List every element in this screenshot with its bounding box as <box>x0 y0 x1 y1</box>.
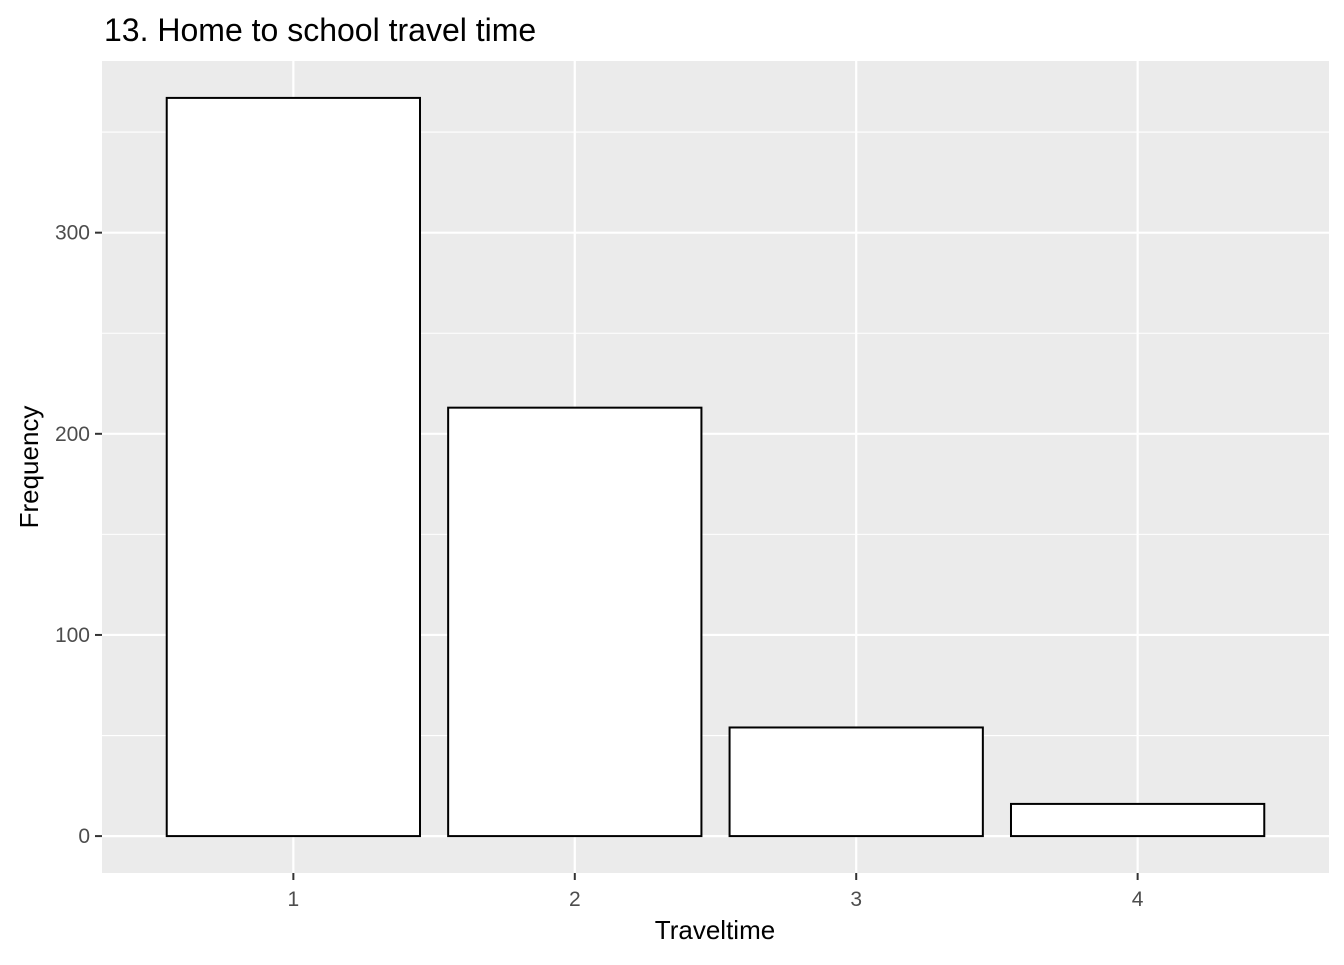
y-tick-label: 300 <box>55 222 90 245</box>
x-tick-label: 4 <box>1132 888 1144 911</box>
y-axis: 0 100 200 300 <box>55 222 102 848</box>
bars <box>165 96 1266 838</box>
bar-2 <box>447 406 703 838</box>
chart-title: 13. Home to school travel time <box>104 12 536 48</box>
bar-3 <box>728 726 984 838</box>
y-tick-label: 0 <box>78 825 90 848</box>
x-tick-label: 1 <box>288 888 300 911</box>
x-axis: 1 2 3 4 <box>288 873 1144 911</box>
x-tick-label: 3 <box>850 888 862 911</box>
x-tick-label: 2 <box>569 888 581 911</box>
bar-1 <box>165 96 422 838</box>
x-axis-title: Traveltime <box>655 915 775 945</box>
bar-4 <box>1009 802 1266 838</box>
y-tick-label: 100 <box>55 624 90 647</box>
y-axis-title: Frequency <box>14 406 44 529</box>
y-tick-label: 200 <box>55 423 90 446</box>
